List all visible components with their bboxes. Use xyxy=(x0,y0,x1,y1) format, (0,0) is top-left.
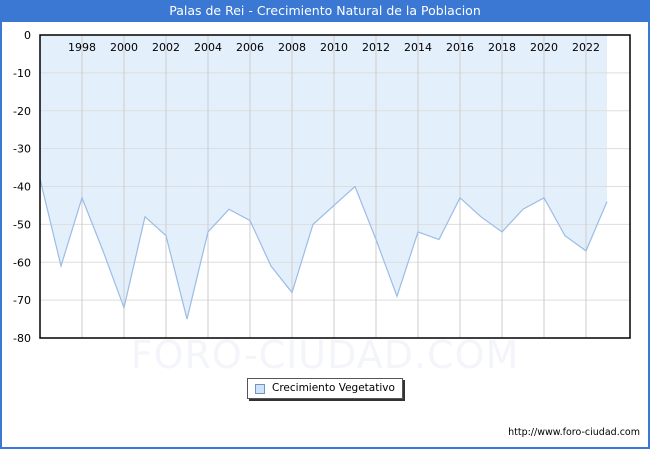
x-tick-label: 2014 xyxy=(404,41,432,54)
x-tick-label: 2018 xyxy=(488,41,516,54)
y-tick-label: -80 xyxy=(13,332,31,345)
watermark: FORO-CIUDAD.COM xyxy=(130,333,520,377)
legend: Crecimiento Vegetativo xyxy=(247,378,403,399)
y-tick-label: -60 xyxy=(13,256,31,269)
y-tick-label: -50 xyxy=(13,218,31,231)
x-tick-label: 2002 xyxy=(152,41,180,54)
y-tick-label: -70 xyxy=(13,294,31,307)
x-tick-label: 2010 xyxy=(320,41,348,54)
y-tick-label: -20 xyxy=(13,105,31,118)
data-line xyxy=(39,178,608,320)
y-tick-label: -10 xyxy=(13,67,31,80)
x-tick-label: 2000 xyxy=(110,41,138,54)
x-tick-label: 2012 xyxy=(362,41,390,54)
y-tick-label: -30 xyxy=(13,143,31,156)
area-fill xyxy=(40,35,607,320)
x-tick-label: 2016 xyxy=(446,41,474,54)
legend-swatch-icon xyxy=(255,384,265,394)
legend-label: Crecimiento Vegetativo xyxy=(272,382,395,394)
chart-title: Palas de Rei - Crecimiento Natural de la… xyxy=(0,0,650,22)
y-tick-label: -40 xyxy=(13,181,31,194)
source-url: http://www.foro-ciudad.com xyxy=(508,427,640,438)
x-tick-label: 2006 xyxy=(236,41,264,54)
y-tick-label: 0 xyxy=(24,29,31,42)
plot-border xyxy=(39,34,631,339)
x-tick-label: 2008 xyxy=(278,41,306,54)
x-tick-label: 2004 xyxy=(194,41,222,54)
x-tick-label: 1998 xyxy=(68,41,96,54)
x-tick-label: 2022 xyxy=(572,41,600,54)
x-tick-label: 2020 xyxy=(530,41,558,54)
